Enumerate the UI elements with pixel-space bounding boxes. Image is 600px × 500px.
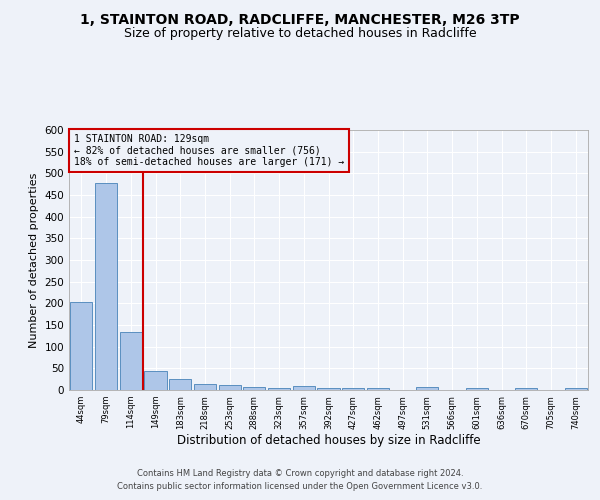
- Bar: [367, 388, 389, 390]
- X-axis label: Distribution of detached houses by size in Radcliffe: Distribution of detached houses by size …: [176, 434, 481, 448]
- Bar: [515, 388, 538, 390]
- Text: 1 STAINTON ROAD: 129sqm
← 82% of detached houses are smaller (756)
18% of semi-d: 1 STAINTON ROAD: 129sqm ← 82% of detache…: [74, 134, 344, 167]
- Bar: [466, 388, 488, 390]
- Bar: [268, 388, 290, 390]
- Y-axis label: Number of detached properties: Number of detached properties: [29, 172, 39, 348]
- Bar: [70, 302, 92, 390]
- Text: Size of property relative to detached houses in Radcliffe: Size of property relative to detached ho…: [124, 28, 476, 40]
- Bar: [169, 379, 191, 390]
- Text: 1, STAINTON ROAD, RADCLIFFE, MANCHESTER, M26 3TP: 1, STAINTON ROAD, RADCLIFFE, MANCHESTER,…: [80, 12, 520, 26]
- Bar: [218, 385, 241, 390]
- Bar: [317, 388, 340, 390]
- Text: Contains HM Land Registry data © Crown copyright and database right 2024.: Contains HM Land Registry data © Crown c…: [137, 468, 463, 477]
- Bar: [119, 332, 142, 390]
- Bar: [565, 388, 587, 390]
- Bar: [145, 372, 167, 390]
- Text: Contains public sector information licensed under the Open Government Licence v3: Contains public sector information licen…: [118, 482, 482, 491]
- Bar: [243, 388, 265, 390]
- Bar: [194, 384, 216, 390]
- Bar: [342, 388, 364, 390]
- Bar: [95, 183, 117, 390]
- Bar: [416, 386, 439, 390]
- Bar: [293, 386, 315, 390]
